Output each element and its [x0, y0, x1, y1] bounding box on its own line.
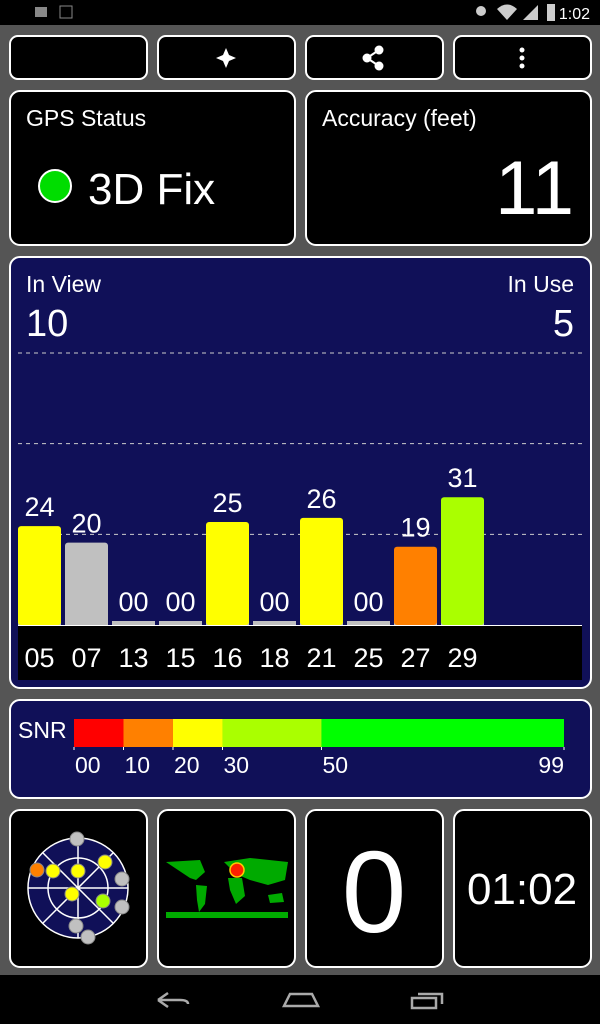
map-tile[interactable] — [157, 809, 296, 968]
fix-indicator — [38, 169, 72, 203]
status-icon — [35, 7, 47, 17]
in-view-value: 10 — [26, 303, 68, 345]
snr-segment — [321, 719, 564, 747]
bar — [394, 546, 437, 625]
bar-label: 00 — [118, 587, 148, 617]
prn-label: 05 — [24, 643, 54, 673]
bar-label: 00 — [353, 587, 383, 617]
share-button[interactable] — [305, 35, 444, 80]
bar-label: 26 — [306, 484, 336, 514]
speed-tile[interactable] — [305, 809, 444, 968]
home-button[interactable] — [281, 992, 321, 1008]
bar — [441, 497, 484, 625]
prn-label: 27 — [400, 643, 430, 673]
night-mode-button[interactable] — [9, 35, 148, 80]
prn-label: 16 — [212, 643, 242, 673]
bar-stub — [159, 621, 202, 625]
gps-status-title: GPS Status — [26, 105, 146, 131]
bar — [18, 526, 61, 625]
prn-label: 13 — [118, 643, 148, 673]
prn-label: 18 — [259, 643, 289, 673]
location-icon — [476, 6, 486, 16]
snr-segment — [123, 719, 173, 747]
snr-segment — [222, 719, 322, 747]
bar-label: 00 — [259, 587, 289, 617]
clock-value: 01:02 — [467, 865, 577, 914]
gps-status-panel — [9, 90, 296, 246]
prn-label: 29 — [447, 643, 477, 673]
share-icon — [362, 45, 384, 71]
menu-icon — [519, 47, 525, 69]
accuracy-title: Accuracy (feet) — [322, 105, 477, 131]
in-use-value: 5 — [553, 303, 574, 345]
signal-icon — [523, 5, 538, 20]
prn-strip — [18, 626, 582, 680]
sky-satellites — [29, 831, 130, 945]
in-use-label: In Use — [508, 271, 574, 297]
prn-label: 21 — [306, 643, 336, 673]
recents-button[interactable] — [410, 992, 444, 1010]
bar-label: 25 — [212, 488, 242, 518]
battery-icon — [547, 4, 555, 21]
snr-title: SNR — [18, 717, 67, 743]
snr-tick-label: 50 — [322, 752, 348, 778]
snr-panel — [9, 699, 592, 799]
bar-label: 31 — [447, 463, 477, 493]
wifi-icon — [497, 4, 517, 20]
bar-label: 20 — [71, 509, 101, 539]
status-time: 1:02 — [559, 6, 590, 23]
compass-icon — [216, 48, 236, 68]
bar-stub — [347, 621, 390, 625]
status-icon — [59, 5, 73, 19]
status-bar — [0, 0, 600, 25]
satellite-bars: 24 05 20 07 00 13 00 15 25 16 00 18 26 21 00 25 19 27 31 29 — [18, 463, 484, 673]
back-button[interactable] — [157, 991, 190, 1009]
bar — [206, 521, 249, 625]
bar-label: 00 — [165, 587, 195, 617]
prn-label: 07 — [71, 643, 101, 673]
snr-tick-label: 00 — [75, 752, 101, 778]
clock-tile[interactable] — [453, 809, 592, 968]
snr-tick-label: 10 — [124, 752, 150, 778]
snr-scale: 00 10 20 30 50 99 — [73, 719, 565, 778]
prn-label: 25 — [353, 643, 383, 673]
snr-segment — [172, 719, 223, 747]
nav-bar — [0, 975, 600, 1024]
in-view-label: In View — [26, 271, 101, 297]
bar-label: 19 — [400, 513, 430, 543]
bar — [300, 517, 343, 625]
location-marker — [229, 862, 245, 878]
world-map — [166, 858, 288, 918]
bar-stub — [112, 621, 155, 625]
snr-tick-label: 20 — [174, 752, 200, 778]
snr-segment — [74, 719, 124, 747]
gps-status-value: 3D Fix — [88, 165, 215, 214]
snr-tick-label: 99 — [538, 752, 564, 778]
bar-stub — [253, 621, 296, 625]
accuracy-value: 11 — [495, 146, 574, 231]
bar — [65, 542, 108, 625]
snr-tick-label: 30 — [223, 752, 249, 778]
accuracy-panel — [305, 90, 592, 246]
prn-label: 15 — [165, 643, 195, 673]
bar-label: 24 — [24, 492, 54, 522]
speed-value: 0 — [342, 827, 407, 957]
